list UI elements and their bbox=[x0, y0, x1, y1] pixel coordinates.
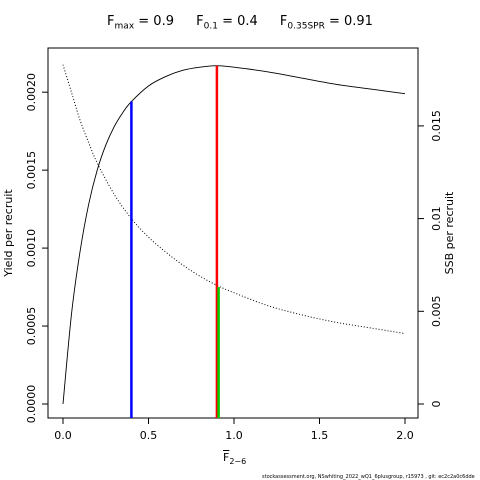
chart-title: Fmax = 0.9 F0.1 = 0.4 F0.35SPR = 0.91 bbox=[0, 14, 480, 32]
fspr-term: F0.35SPR = 0.91 bbox=[279, 14, 373, 32]
y-right-tick-label: 0 bbox=[430, 401, 443, 408]
y-left-tick-label: 0.0015 bbox=[25, 151, 38, 190]
y-right-tick-label: 0.005 bbox=[430, 296, 443, 328]
y-left-tick-label: 0.0000 bbox=[25, 385, 38, 424]
x-axis-label: F2−6 bbox=[223, 451, 247, 467]
y-left-tick-label: 0.0020 bbox=[25, 73, 38, 112]
y-left-tick-label: 0.0005 bbox=[25, 307, 38, 346]
y-axis-right-label: SSB per recruit bbox=[443, 191, 456, 274]
y-axis-left: 0.0000 0.0005 0.0010 0.0015 0.0020 bbox=[25, 73, 48, 423]
x-tick-label: 0.5 bbox=[140, 429, 158, 442]
y-right-tick-label: 0.015 bbox=[430, 110, 443, 142]
y-axis-left-label: Yield per recruit bbox=[2, 189, 15, 278]
footer-note: stockassessment.org, NSwhiting_2022_wQ1_… bbox=[262, 474, 475, 480]
x-tick-label: 1.5 bbox=[311, 429, 329, 442]
y-right-tick-label: 0.01 bbox=[430, 206, 443, 231]
reference-lines bbox=[130, 65, 220, 418]
series-group bbox=[62, 64, 406, 405]
ssb-per-recruit-line bbox=[62, 64, 406, 335]
x-tick-label: 1.0 bbox=[225, 429, 243, 442]
fmax-term: Fmax = 0.9 bbox=[107, 14, 174, 32]
f01-term: F0.1 = 0.4 bbox=[196, 14, 258, 32]
plot-frame bbox=[47, 47, 419, 419]
x-axis: 0.0 0.5 1.0 1.5 2.0 bbox=[54, 417, 414, 442]
x-tick-label: 2.0 bbox=[396, 429, 414, 442]
y-axis-right: 0 0.005 0.01 0.015 bbox=[418, 110, 443, 408]
yield-per-recruit-line bbox=[62, 65, 406, 405]
y-left-tick-label: 0.0010 bbox=[25, 229, 38, 268]
x-tick-label: 0.0 bbox=[54, 429, 72, 442]
